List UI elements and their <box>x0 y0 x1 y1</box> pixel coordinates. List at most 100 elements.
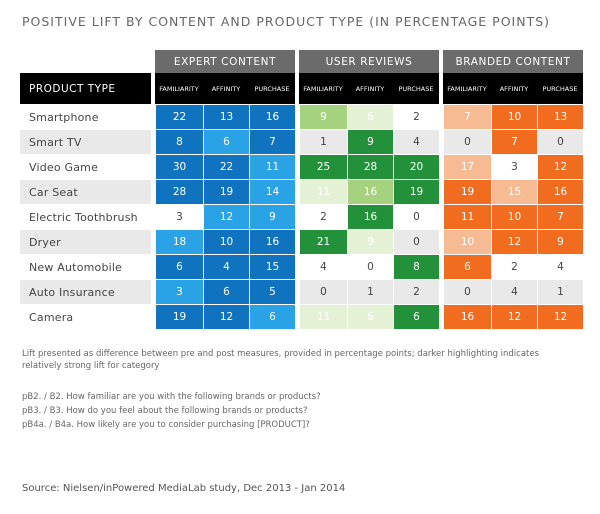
product-label: New Automobile <box>20 254 151 279</box>
value-cell: 15 <box>249 254 295 279</box>
group-header-row: EXPERT CONTENT USER REVIEWS BRANDED CONT… <box>20 50 583 73</box>
value-cell: 6 <box>443 254 491 279</box>
table-body: Smartphone 22 13 16 9 6 2 7 10 13 Smart TV 8 6 7 1 9 4 0 7… <box>20 104 583 329</box>
value-cell: 12 <box>491 304 537 329</box>
source-note: Source: Nielsen/inPowered MediaLab study… <box>22 483 346 494</box>
value-cell: 6 <box>155 254 203 279</box>
value-cell: 19 <box>155 304 203 329</box>
value-cell: 0 <box>537 129 583 154</box>
value-cell: 0 <box>393 204 439 229</box>
value-cell: 10 <box>203 229 249 254</box>
value-cell: 2 <box>299 204 347 229</box>
value-cell: 12 <box>203 204 249 229</box>
value-cell: 4 <box>299 254 347 279</box>
value-cell: 9 <box>299 104 347 129</box>
metric-header: FAMILIARITY <box>443 73 491 104</box>
value-cell: 9 <box>347 129 393 154</box>
value-cell: 4 <box>537 254 583 279</box>
value-cell: 6 <box>347 304 393 329</box>
value-cell: 2 <box>491 254 537 279</box>
value-cell: 16 <box>249 229 295 254</box>
table-row: Auto Insurance 3 6 5 0 1 2 0 4 1 <box>20 279 583 304</box>
value-cell: 25 <box>299 154 347 179</box>
table-row: Camera 19 12 6 11 6 6 16 12 12 <box>20 304 583 329</box>
value-cell: 13 <box>537 104 583 129</box>
product-label: Smartphone <box>20 104 151 129</box>
value-cell: 12 <box>203 304 249 329</box>
value-cell: 0 <box>393 229 439 254</box>
value-cell: 16 <box>537 179 583 204</box>
value-cell: 13 <box>203 104 249 129</box>
value-cell: 18 <box>155 229 203 254</box>
product-label: Smart TV <box>20 129 151 154</box>
value-cell: 9 <box>249 204 295 229</box>
value-cell: 3 <box>155 204 203 229</box>
value-cell: 0 <box>443 129 491 154</box>
value-cell: 7 <box>249 129 295 154</box>
value-cell: 5 <box>249 279 295 304</box>
value-cell: 0 <box>443 279 491 304</box>
value-cell: 17 <box>443 154 491 179</box>
value-cell: 6 <box>203 129 249 154</box>
value-cell: 14 <box>249 179 295 204</box>
metric-header: PURCHASE <box>249 73 295 104</box>
value-cell: 1 <box>347 279 393 304</box>
value-cell: 0 <box>299 279 347 304</box>
table-row: Electric Toothbrush 3 12 9 2 16 0 11 10 7 <box>20 204 583 229</box>
value-cell: 16 <box>249 104 295 129</box>
value-cell: 11 <box>299 304 347 329</box>
value-cell: 20 <box>393 154 439 179</box>
value-cell: 16 <box>443 304 491 329</box>
value-cell: 28 <box>155 179 203 204</box>
value-cell: 22 <box>203 154 249 179</box>
value-cell: 6 <box>393 304 439 329</box>
value-cell: 1 <box>537 279 583 304</box>
table-row: Video Game 30 22 11 25 28 20 17 3 12 <box>20 154 583 179</box>
value-cell: 9 <box>347 229 393 254</box>
value-cell: 15 <box>491 179 537 204</box>
metric-header: AFFINITY <box>491 73 537 104</box>
value-cell: 30 <box>155 154 203 179</box>
value-cell: 6 <box>249 304 295 329</box>
question-note: pB3. / B3. How do you feel about the fol… <box>22 406 308 416</box>
metric-header: FAMILIARITY <box>155 73 203 104</box>
value-cell: 2 <box>393 279 439 304</box>
table-row: Car Seat 28 19 14 11 16 19 19 15 16 <box>20 179 583 204</box>
product-label: Auto Insurance <box>20 279 151 304</box>
value-cell: 21 <box>299 229 347 254</box>
metric-header: PURCHASE <box>537 73 583 104</box>
value-cell: 12 <box>537 154 583 179</box>
table-row: Dryer 18 10 16 21 9 0 10 12 9 <box>20 229 583 254</box>
value-cell: 11 <box>443 204 491 229</box>
value-cell: 4 <box>491 279 537 304</box>
value-cell: 2 <box>393 104 439 129</box>
lift-table: EXPERT CONTENT USER REVIEWS BRANDED CONT… <box>20 50 583 329</box>
value-cell: 10 <box>443 229 491 254</box>
value-cell: 10 <box>491 204 537 229</box>
value-cell: 22 <box>155 104 203 129</box>
value-cell: 0 <box>347 254 393 279</box>
metric-header: PURCHASE <box>393 73 439 104</box>
value-cell: 6 <box>347 104 393 129</box>
metric-header: FAMILIARITY <box>299 73 347 104</box>
product-label: Camera <box>20 304 151 329</box>
value-cell: 4 <box>393 129 439 154</box>
product-label: Car Seat <box>20 179 151 204</box>
value-cell: 16 <box>347 204 393 229</box>
metric-header: AFFINITY <box>347 73 393 104</box>
value-cell: 11 <box>249 154 295 179</box>
metric-header-row: PRODUCT TYPE FAMILIARITY AFFINITY PURCHA… <box>20 73 583 104</box>
value-cell: 6 <box>203 279 249 304</box>
group-header-user-reviews: USER REVIEWS <box>299 50 439 73</box>
question-note: pB2. / B2. How familiar are you with the… <box>22 392 321 402</box>
table-row: Smartphone 22 13 16 9 6 2 7 10 13 <box>20 104 583 129</box>
question-note: pB4a. / B4a. How likely are you to consi… <box>22 420 310 430</box>
value-cell: 19 <box>203 179 249 204</box>
value-cell: 8 <box>155 129 203 154</box>
product-label: Video Game <box>20 154 151 179</box>
value-cell: 12 <box>491 229 537 254</box>
chart-title: POSITIVE LIFT BY CONTENT AND PRODUCT TYP… <box>22 14 551 29</box>
product-type-header: PRODUCT TYPE <box>20 73 151 104</box>
value-cell: 7 <box>443 104 491 129</box>
table-row: Smart TV 8 6 7 1 9 4 0 7 0 <box>20 129 583 154</box>
